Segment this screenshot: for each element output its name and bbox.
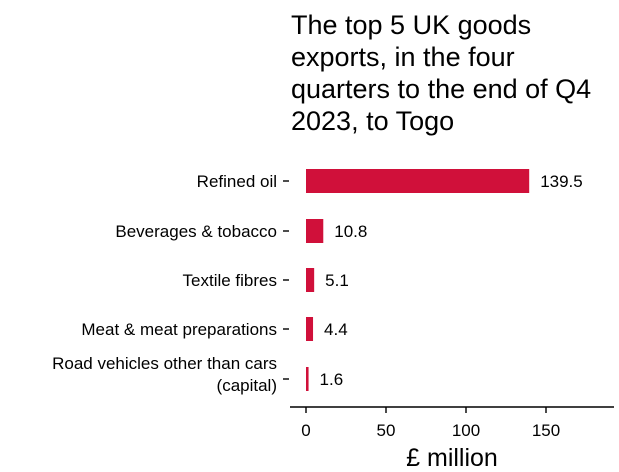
chart-title-line: quarters to the end of Q4 <box>291 74 591 104</box>
bar <box>306 367 309 391</box>
chart-title-line: The top 5 UK goods <box>291 10 531 40</box>
data-label: 5.1 <box>325 271 349 290</box>
category-label: Beverages & tobacco <box>115 222 277 241</box>
category-label: (capital) <box>217 376 277 395</box>
x-axis: 0 50 100 150 <box>290 406 614 440</box>
chart-title-line: exports, in the four <box>291 42 515 72</box>
data-labels: 139.5 10.8 5.1 4.4 1.6 <box>320 172 583 389</box>
category-label: Refined oil <box>197 172 277 191</box>
bars <box>306 169 530 391</box>
x-tick-label: 100 <box>452 421 480 440</box>
x-tick-label: 0 <box>301 421 310 440</box>
x-axis-title: £ million <box>406 444 498 472</box>
bar <box>306 317 314 341</box>
data-label: 1.6 <box>320 370 344 389</box>
x-tick-label: 50 <box>377 421 396 440</box>
category-label: Meat & meat preparations <box>81 320 277 339</box>
bar <box>306 219 324 243</box>
category-label: Road vehicles other than cars <box>52 354 277 373</box>
category-label: Textile fibres <box>183 271 277 290</box>
x-tick-label: 150 <box>532 421 560 440</box>
category-labels: Refined oil Beverages & tobacco Textile fi… <box>52 172 289 395</box>
bar <box>306 169 530 193</box>
data-label: 139.5 <box>540 172 583 191</box>
chart-title-line: 2023, to Togo <box>291 106 454 136</box>
data-label: 4.4 <box>324 320 348 339</box>
data-label: 10.8 <box>334 222 367 241</box>
bar <box>306 268 315 292</box>
